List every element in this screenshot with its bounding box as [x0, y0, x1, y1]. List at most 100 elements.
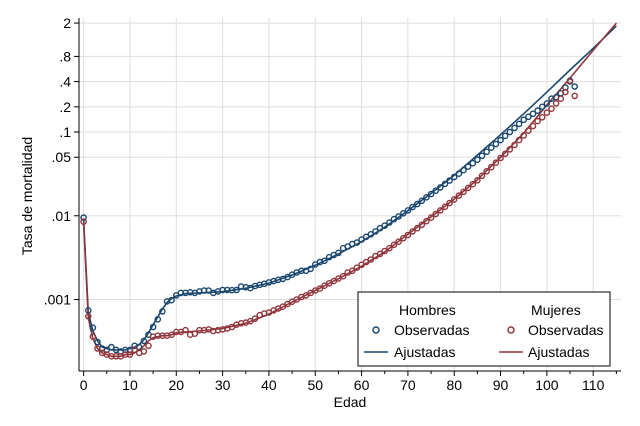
women-observed-point: [446, 199, 453, 207]
women-observed-point: [145, 342, 152, 350]
women-observed-point: [131, 346, 138, 354]
men-observed-point: [154, 315, 162, 323]
women-observed-point: [376, 250, 384, 258]
women-observed-point: [404, 231, 412, 239]
legend-box: [357, 291, 611, 367]
women-observed-point: [455, 192, 463, 199]
women-observed-point: [413, 224, 421, 232]
y-axis-ticks: .001 .01 .05 .1 .2 .4 .8 2: [44, 15, 79, 307]
women-observed-point: [469, 180, 477, 188]
men-observed-point: [168, 296, 175, 304]
y-axis-title: Tasa de mortalidad: [19, 137, 35, 255]
women-observed-point: [525, 127, 532, 134]
legend-women-observed-marker-icon: [507, 326, 515, 334]
legend-header-men: Hombres: [399, 302, 456, 318]
men-observed-point: [450, 173, 458, 181]
observed-markers: [80, 77, 579, 360]
men-observed-point: [159, 308, 166, 315]
women-observed-point: [89, 333, 97, 341]
men-observed-point: [432, 187, 440, 194]
men-observed-point: [501, 132, 509, 140]
men-observed-point: [140, 337, 148, 345]
men-observed-point: [413, 200, 421, 208]
women-observed-point: [80, 218, 87, 225]
men-observed-point: [446, 177, 453, 184]
women-observed-point: [474, 176, 481, 184]
y-tick-label: .1: [59, 124, 71, 140]
men-observed-point: [492, 140, 500, 148]
y-tick-label: .2: [59, 99, 71, 115]
y-tick-label: .05: [52, 149, 72, 165]
men-observed-point: [149, 323, 157, 331]
men-observed-point: [441, 180, 449, 188]
men-observed-point: [381, 222, 389, 229]
y-tick-label: .4: [59, 74, 71, 90]
legend-men-fitted-label: Ajustadas: [394, 344, 455, 360]
legend: Hombres Mujeres Observadas Observadas Aj…: [357, 291, 611, 367]
women-observed-point: [460, 188, 467, 196]
women-observed-point: [552, 100, 560, 107]
men-observed-point: [395, 213, 402, 220]
women-observed-point: [543, 109, 551, 116]
women-observed-point: [432, 210, 440, 218]
women-observed-point: [427, 214, 435, 221]
men-observed-point: [529, 110, 537, 118]
women-observed-point: [399, 234, 407, 242]
y-tick-label: .001: [44, 291, 71, 307]
y-tick-label: .01: [52, 208, 72, 224]
legend-men-observed-marker-icon: [372, 326, 380, 334]
legend-women-fitted-label: Ajustadas: [528, 344, 589, 360]
y-tick-label: 2: [63, 15, 71, 31]
women-observed-point: [492, 159, 500, 166]
men-observed-point: [233, 286, 240, 294]
women-observed-point: [538, 114, 546, 121]
women-observed-point: [515, 136, 523, 144]
men-observed-point: [571, 83, 579, 90]
women-observed-point: [529, 122, 537, 130]
men-observed-point: [436, 184, 444, 191]
women-observed-point: [501, 150, 509, 158]
men-observed-point: [487, 144, 495, 151]
women-observed-point: [520, 132, 528, 139]
y-tick-label: .8: [59, 48, 71, 64]
women-observed-point: [348, 267, 356, 275]
x-tick-label: 60: [354, 377, 370, 393]
legend-header-women: Mujeres: [531, 302, 581, 318]
men-observed-point: [464, 163, 472, 170]
women-observed-point: [548, 105, 555, 112]
x-tick-label: 70: [400, 377, 416, 393]
women-observed-point: [557, 95, 565, 102]
women-observed-point: [358, 261, 365, 269]
x-tick-label: 110: [582, 377, 605, 393]
men-observed-point: [511, 124, 518, 132]
men-observed-point: [474, 156, 481, 163]
women-observed-point: [85, 312, 92, 320]
legend-men-observed-label: Observadas: [394, 322, 469, 338]
men-observed-point: [386, 219, 393, 226]
women-observed-point: [126, 351, 134, 358]
women-observed-point: [562, 88, 569, 96]
men-observed-point: [483, 148, 491, 156]
women-observed-point: [483, 167, 491, 175]
women-observed-point: [464, 184, 472, 192]
men-observed-point: [418, 197, 426, 205]
women-observed-point: [423, 217, 430, 225]
women-observed-point: [487, 163, 495, 171]
men-observed-point: [335, 249, 342, 257]
women-observed-point: [395, 238, 402, 245]
women-observed-point: [386, 244, 393, 252]
men-observed-point: [80, 214, 87, 221]
men-observed-point: [538, 103, 546, 111]
x-tick-label: 100: [535, 377, 559, 393]
women-observed-point: [566, 78, 574, 85]
women-observed-point: [409, 228, 416, 235]
x-axis-title: Edad: [334, 394, 367, 410]
men-observed-point: [460, 166, 467, 174]
men-observed-point: [108, 343, 115, 351]
men-observed-point: [89, 324, 97, 332]
women-observed-point: [450, 196, 458, 203]
women-observed-point: [418, 221, 426, 229]
men-observed-point: [423, 193, 430, 201]
x-tick-label: 80: [446, 377, 462, 393]
